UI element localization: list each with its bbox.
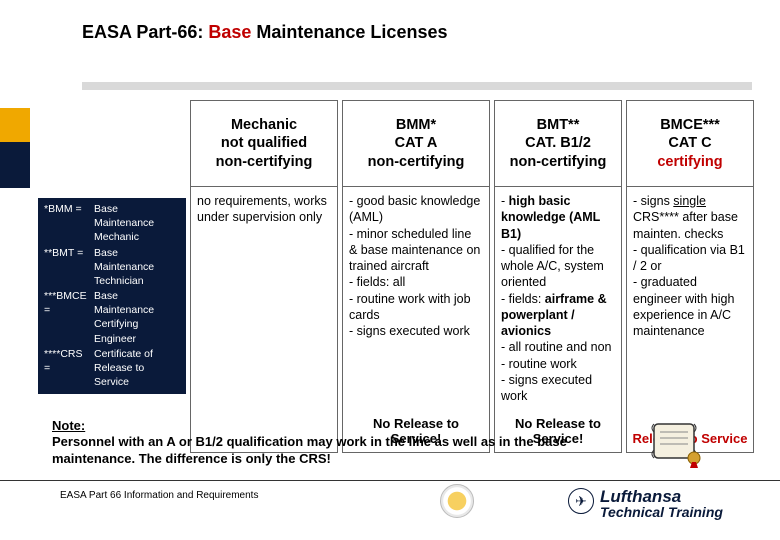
brand-top: Lufthansa <box>600 488 723 505</box>
title-highlight: Base <box>208 22 251 42</box>
brand: Lufthansa Technical Training <box>600 488 723 519</box>
partner-logo-icon <box>440 484 474 518</box>
col-bmt: BMT**CAT. B1/2non-certifying - high basi… <box>494 100 622 453</box>
legend-column: *BMM =Base Maintenance Mechanic**BMT =Ba… <box>38 100 186 453</box>
col-body: no requirements, works under supervision… <box>191 187 337 440</box>
col-bmce: BMCE***CAT Ccertifying - signs single CR… <box>626 100 754 453</box>
note-label: Note: <box>52 418 85 433</box>
col-body: - good basic knowledge (AML)- minor sche… <box>343 187 489 410</box>
legend-body: *BMM =Base Maintenance Mechanic**BMT =Ba… <box>38 198 186 394</box>
col-body: - signs single CRS**** after base mainte… <box>627 187 753 425</box>
col-bmm: BMM*CAT Anon-certifying - good basic kno… <box>342 100 490 453</box>
certificate-scroll-icon <box>648 418 704 468</box>
note-text: Personnel with an A or B1/2 qualificatio… <box>52 434 567 465</box>
col-header: BMCE***CAT Ccertifying <box>627 101 753 187</box>
note: Note: Personnel with an A or B1/2 qualif… <box>52 418 612 467</box>
left-stripe-gold <box>0 108 30 142</box>
title-suffix: Maintenance Licenses <box>251 22 447 42</box>
lufthansa-crane-icon: ✈ <box>568 488 594 514</box>
license-table: *BMM =Base Maintenance Mechanic**BMT =Ba… <box>38 100 756 453</box>
col-mechanic: Mechanicnot qualifiednon-certifying no r… <box>190 100 338 453</box>
title-prefix: EASA Part-66: <box>82 22 208 42</box>
page-title: EASA Part-66: Base Maintenance Licenses <box>82 22 447 43</box>
header-rule <box>82 82 752 90</box>
col-header: BMT**CAT. B1/2non-certifying <box>495 101 621 187</box>
footer-text: EASA Part 66 Information and Requirement… <box>60 490 258 501</box>
col-body: - high basic knowledge (AML B1)- qualifi… <box>495 187 621 410</box>
col-header: Mechanicnot qualifiednon-certifying <box>191 101 337 187</box>
footer-divider <box>0 480 780 481</box>
left-stripe-navy <box>0 142 30 188</box>
col-header: BMM*CAT Anon-certifying <box>343 101 489 187</box>
brand-bot: Technical Training <box>600 505 723 519</box>
